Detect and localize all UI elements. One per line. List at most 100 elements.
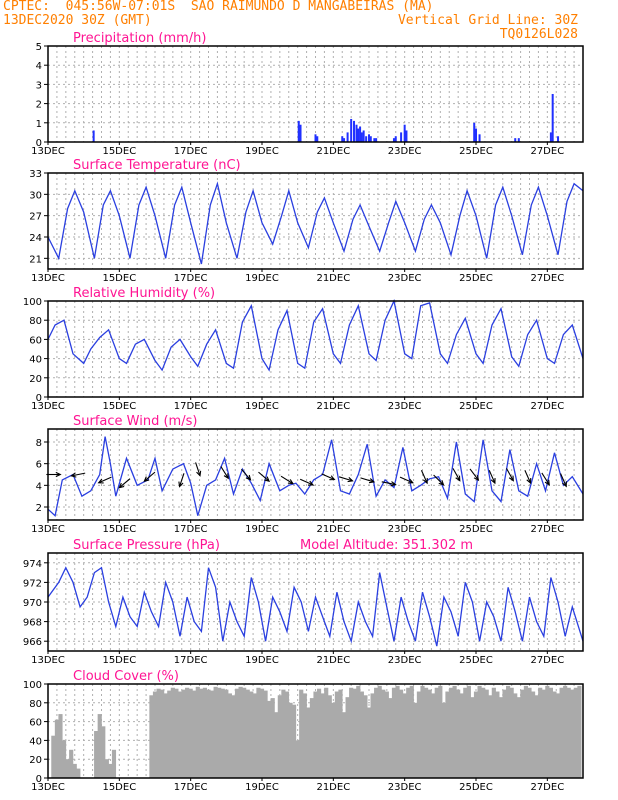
cloud-bar: [434, 687, 439, 778]
y-tick-label: 972: [23, 578, 42, 589]
cloud-bar: [195, 686, 200, 778]
cloud-bar: [206, 689, 211, 778]
wind-arrow: [280, 475, 294, 485]
wind-arrow-shaft: [258, 471, 270, 482]
x-tick-label: 17DEC: [174, 273, 208, 284]
y-tick-label: 6: [36, 460, 42, 471]
precip-bar: [517, 138, 520, 142]
cloud-bar: [345, 697, 350, 778]
y-tick-label: 1: [36, 119, 42, 130]
cloud-bar: [313, 691, 318, 778]
cloud-bar: [573, 687, 578, 778]
cloud-bar: [577, 685, 582, 778]
cloud-bar: [338, 689, 343, 778]
cloud-bar: [545, 685, 550, 778]
y-tick-label: 974: [23, 559, 42, 570]
cloud-bar: [363, 695, 368, 778]
precip-bar: [557, 136, 560, 142]
cloud-bar: [456, 689, 461, 778]
cloud-bar: [76, 768, 81, 778]
wind-arrow-shaft: [299, 478, 314, 486]
cloud-bar: [256, 687, 261, 778]
wind-arrow: [399, 476, 415, 484]
wind-arrow-head: [473, 475, 480, 482]
x-tick-label: 17DEC: [174, 655, 208, 666]
wind-arrow-head: [390, 481, 397, 487]
wind-arrow-shaft: [280, 475, 294, 485]
x-tick-label: 15DEC: [102, 782, 136, 793]
x-tick-label: 19DEC: [245, 146, 279, 157]
cloud-bar: [324, 687, 329, 778]
wind-arrow-head: [97, 478, 104, 484]
wind-arrow-shaft: [179, 473, 185, 487]
cloud-bar: [334, 691, 339, 778]
cloud-bar: [441, 702, 446, 778]
x-tick-label: 17DEC: [174, 782, 208, 793]
cloud-bar: [538, 687, 543, 778]
cloud-bar: [477, 685, 482, 778]
x-tick-label: 23DEC: [388, 273, 422, 284]
x-tick-label: 19DEC: [245, 273, 279, 284]
wind-arrow: [338, 476, 354, 483]
cloud-bar: [384, 691, 389, 778]
cloud-bar: [513, 693, 518, 778]
cloud-bar: [470, 697, 475, 778]
x-tick-label: 13DEC: [31, 782, 65, 793]
wind-arrow: [299, 478, 315, 486]
wind-arrow-head: [347, 477, 354, 483]
cloud-bar: [427, 689, 432, 778]
wind-arrow-shaft: [420, 470, 428, 484]
precip-bar: [369, 136, 372, 142]
y-tick-label: 60: [29, 718, 42, 729]
precip-bar: [346, 132, 349, 142]
cloud-bar: [306, 707, 311, 778]
wind-arrow: [118, 478, 131, 489]
wind-arrow-shaft: [469, 468, 479, 481]
precip-bar: [403, 124, 406, 142]
wind-arrow-head: [178, 481, 184, 488]
wind-arrow-shaft: [338, 476, 353, 482]
cloud-bar: [520, 689, 525, 778]
series-line: [47, 298, 584, 372]
x-tick-label: 21DEC: [316, 273, 350, 284]
x-tick-label: 17DEC: [174, 146, 208, 157]
precip-bar: [343, 138, 346, 142]
cloud-bar: [506, 685, 511, 778]
cloud-bar: [224, 689, 229, 778]
wind-arrow-shaft: [240, 468, 251, 481]
wind-arrow-head: [544, 479, 550, 486]
wind-arrow: [97, 476, 112, 484]
wind-arrow-shaft: [360, 477, 375, 483]
cloud-bar: [527, 687, 532, 778]
cloud-bar: [249, 691, 254, 778]
cloud-bar: [509, 687, 514, 778]
cloud-bar: [359, 691, 364, 778]
y-tick-label: 0: [36, 138, 42, 149]
wind-arrow: [143, 471, 156, 483]
cloud-bar: [277, 695, 282, 778]
wind-arrow: [469, 468, 480, 482]
y-tick-label: 4: [36, 61, 42, 72]
cloud-bar: [245, 689, 250, 778]
panel-title: Cloud Cover (%): [73, 669, 179, 684]
y-tick-label: 24: [29, 233, 42, 244]
cloud-bar: [563, 685, 568, 778]
wind-arrow: [488, 470, 496, 485]
x-tick-label: 17DEC: [174, 401, 208, 412]
panel-2: [44, 172, 584, 272]
cloud-bar: [295, 740, 300, 778]
header-model-code: TQ0126L028: [499, 27, 578, 42]
cloud-bar: [316, 688, 322, 778]
x-tick-label: 13DEC: [31, 655, 65, 666]
cloud-bar: [331, 702, 336, 778]
panel-title: Precipitation (mm/h): [73, 31, 206, 46]
cloud-bar: [498, 697, 504, 778]
y-tick-label: 100: [23, 680, 42, 691]
y-tick-label: 80: [29, 316, 42, 327]
precip-bar: [360, 132, 363, 142]
cloud-bar: [69, 749, 74, 778]
cloud-bar: [406, 687, 411, 778]
y-tick-label: 3: [36, 80, 42, 91]
cloud-bar: [409, 685, 414, 778]
